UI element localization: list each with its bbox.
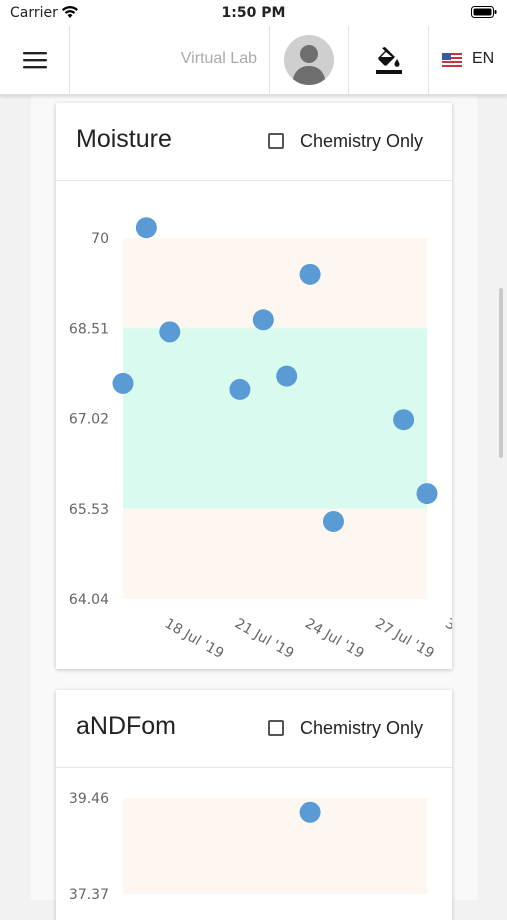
chemistry-only-label: Chemistry Only: [300, 717, 424, 738]
menu-button[interactable]: [0, 26, 70, 94]
avatar: [284, 35, 334, 85]
range-band: [123, 798, 427, 894]
status-bar: Carrier 1:50 PM: [0, 0, 507, 26]
y-tick-label: 39.46: [69, 791, 109, 807]
y-tick-label: 68.51: [69, 321, 109, 337]
moisture-card: Moisture Chemistry Only 70 68.51 67.02 65.5…: [56, 103, 452, 669]
andfom-card: aNDFom Chemistry Only 39.46 37.37: [56, 690, 452, 920]
data-point: [299, 263, 321, 285]
x-tick-label: 24 Jul '19: [302, 616, 367, 662]
chemistry-only-checkbox[interactable]: [268, 720, 284, 736]
language-label: EN: [472, 50, 495, 67]
data-point: [299, 801, 321, 823]
card-title: Moisture: [76, 125, 172, 153]
x-tick-label: 18 Jul '19: [162, 616, 227, 662]
andfom-chart: 39.46 37.37: [69, 791, 427, 903]
data-point: [229, 378, 251, 400]
theme-button[interactable]: [349, 26, 429, 94]
user-avatar-icon: [292, 45, 326, 85]
y-tick-label: 37.37: [69, 887, 109, 903]
x-tick-label: 30 Jul '19: [442, 616, 452, 662]
y-tick-label: 64.04: [69, 592, 109, 608]
chemistry-only-checkbox[interactable]: [268, 133, 284, 149]
data-point: [393, 409, 415, 431]
chemistry-only-toggle[interactable]: Chemistry Only: [268, 716, 423, 740]
paint-bucket-icon: [375, 47, 402, 74]
header-title: Virtual Lab: [70, 26, 270, 94]
scroll-indicator[interactable]: [499, 288, 503, 458]
chemistry-only-label: Chemistry Only: [300, 130, 424, 151]
moisture-chart: 70 68.51 67.02 65.53 64.04 18 Jul '19 21 Jul '…: [69, 217, 452, 662]
range-band: [123, 508, 427, 599]
card-title: aNDFom: [76, 712, 177, 740]
range-band: [123, 238, 427, 329]
carrier-label: Carrier: [10, 5, 58, 21]
range-band: [123, 328, 427, 509]
hamburger-menu-icon: [22, 52, 47, 69]
status-time: 1:50 PM: [221, 5, 286, 21]
language-selector[interactable]: EN: [429, 26, 507, 94]
data-point: [159, 321, 181, 343]
data-point: [276, 365, 298, 387]
chemistry-only-toggle[interactable]: Chemistry Only: [268, 129, 423, 153]
y-tick-label: 67.02: [69, 412, 109, 428]
app-header: Virtual Lab EN: [0, 26, 507, 95]
y-tick-label: 70: [91, 231, 109, 247]
us-flag-icon: [442, 53, 462, 67]
x-tick-label: 27 Jul '19: [372, 616, 437, 662]
avatar-button[interactable]: [270, 26, 349, 94]
y-tick-label: 65.53: [69, 502, 109, 518]
data-point: [416, 483, 438, 505]
data-point: [135, 217, 157, 239]
card-header: Moisture Chemistry Only: [56, 103, 452, 181]
wifi-icon: [62, 6, 78, 18]
data-point: [322, 510, 344, 532]
x-tick-label: 21 Jul '19: [232, 616, 297, 662]
card-header: aNDFom Chemistry Only: [56, 690, 452, 768]
data-point: [112, 372, 134, 394]
battery-icon: [471, 6, 497, 18]
app-title: Virtual Lab: [180, 50, 257, 67]
data-point: [252, 309, 274, 331]
